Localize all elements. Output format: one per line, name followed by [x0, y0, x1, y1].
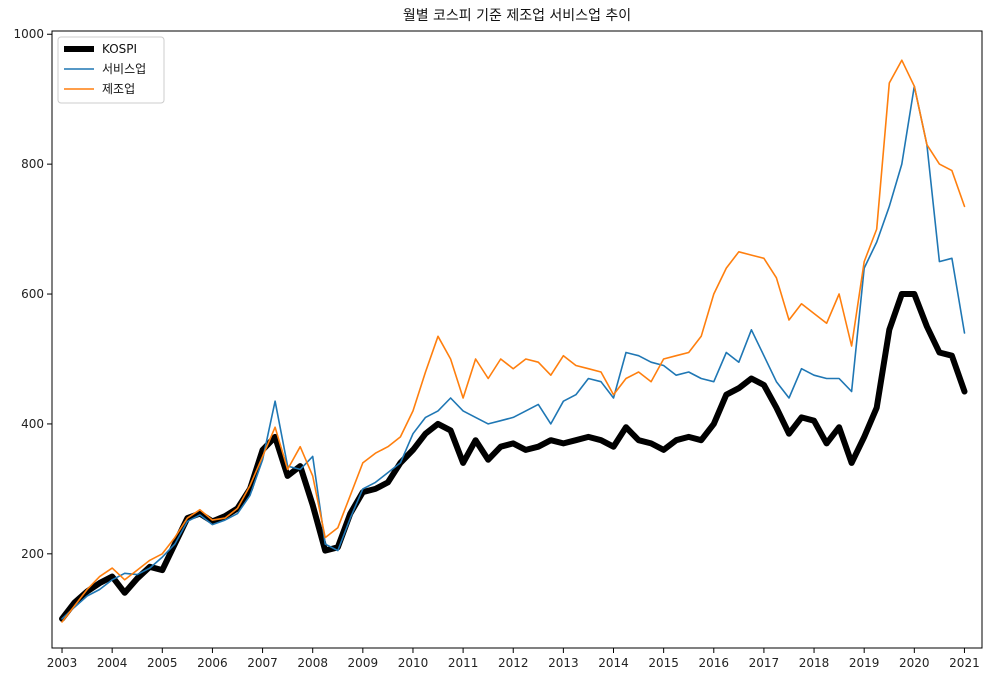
plot-area-frame	[51, 30, 983, 649]
series-line-3	[61, 59, 966, 623]
x-axis: 2003 2004 2005 2006 2007 2008 2009 2010 2011 2012…	[47, 648, 980, 670]
legend-box	[57, 36, 165, 104]
x-tick-label: 2021	[949, 656, 980, 670]
y-axis: 200 400 600 800 1000	[13, 27, 52, 561]
x-tick-label: 2020	[899, 656, 930, 670]
x-tick-label: 2003	[47, 656, 78, 670]
x-tick-label: 2019	[849, 656, 880, 670]
legend-label: 제조업	[102, 82, 135, 96]
x-tick-label: 2005	[147, 656, 178, 670]
x-tick-label: 2015	[648, 656, 679, 670]
x-tick-label: 2007	[247, 656, 278, 670]
y-tick-label: 400	[21, 417, 44, 431]
legend-label: 서비스업	[102, 62, 146, 76]
x-tick-label: 2006	[197, 656, 228, 670]
x-tick-label: 2011	[448, 656, 479, 670]
x-tick-label: 2008	[297, 656, 328, 670]
x-tick-label: 2013	[548, 656, 579, 670]
series-line-2	[61, 85, 966, 620]
chart-title: 월별 코스피 기준 제조업 서비스업 추이	[403, 8, 631, 24]
x-tick-label: 2012	[498, 656, 529, 670]
x-tick-label: 2016	[699, 656, 730, 670]
x-tick-label: 2004	[97, 656, 128, 670]
x-tick-label: 2018	[799, 656, 830, 670]
series-line-1	[59, 291, 968, 622]
x-tick-label: 2014	[598, 656, 629, 670]
y-tick-label: 1000	[13, 27, 44, 41]
x-tick-label: 2010	[398, 656, 429, 670]
y-tick-label: 200	[21, 547, 44, 561]
y-tick-label: 800	[21, 157, 44, 171]
y-tick-label: 600	[21, 287, 44, 301]
series-layer	[59, 59, 968, 623]
x-tick-label: 2017	[749, 656, 780, 670]
legend-label: KOSPI	[102, 42, 137, 56]
x-tick-label: 2009	[348, 656, 379, 670]
